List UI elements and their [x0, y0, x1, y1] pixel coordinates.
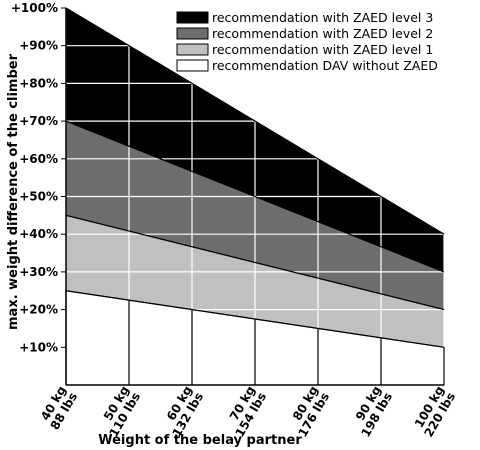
y-tick-label: +50% [19, 190, 58, 204]
y-tick-label: +40% [19, 227, 58, 241]
y-tick-label: +20% [19, 303, 58, 317]
y-tick-label: +30% [19, 265, 58, 279]
legend-label: recommendation with ZAED level 3 [212, 10, 433, 25]
series-line-2 [65, 120, 445, 273]
y-tick-label: +70% [19, 114, 58, 128]
x-axis-title: Weight of the belay partner [98, 433, 302, 448]
axes [61, 7, 444, 386]
series-line-3 [65, 214, 445, 311]
legend-label: recommendation with ZAED level 2 [212, 26, 433, 41]
y-axis-title: max. weight difference of the climber [6, 53, 21, 330]
y-tick-label: +90% [19, 39, 58, 53]
legend-swatch [176, 11, 209, 24]
y-tick-label: +100% [11, 1, 58, 15]
legend-label: recommendation DAV without ZAED [212, 58, 438, 73]
y-tick-label: +80% [19, 76, 58, 90]
legend: recommendation with ZAED level 3recommen… [176, 10, 438, 73]
series-line-1 [65, 7, 445, 235]
legend-swatch [176, 43, 209, 56]
series-line-4 [65, 290, 445, 348]
legend-label: recommendation with ZAED level 1 [212, 42, 433, 57]
y-tick-labels: +10% +20% +30% +40% +50% +60% +70% +80% +90% +100… [11, 1, 58, 354]
legend-swatch [176, 59, 209, 72]
legend-swatch [176, 27, 209, 40]
y-tick-label: +10% [19, 340, 58, 354]
y-tick-label: +60% [19, 152, 58, 166]
